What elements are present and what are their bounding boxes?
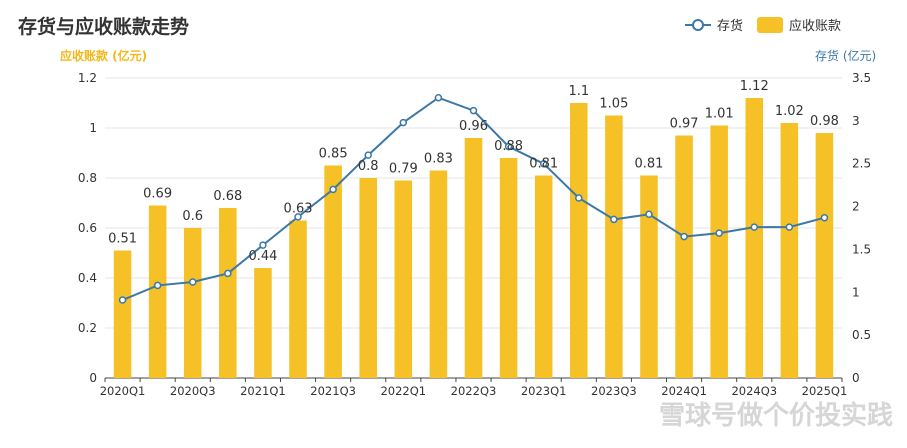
bar-data-label: 0.68	[213, 189, 242, 204]
bar-receivables	[570, 103, 588, 378]
point-inventory	[539, 159, 548, 168]
point-inventory	[610, 215, 618, 224]
x-tick-label: 2020Q1	[100, 384, 146, 398]
bar-receivables	[289, 220, 307, 378]
bar-data-label: 0.63	[284, 202, 313, 217]
x-tick-label: 2021Q3	[310, 384, 356, 398]
y-right-tick-label: 0.5	[852, 328, 871, 342]
x-tick-label: 2025Q1	[802, 384, 848, 398]
bar-data-label: 0.79	[389, 162, 418, 177]
x-tick-label: 2024Q1	[661, 384, 707, 398]
bar-receivables	[534, 175, 553, 378]
bar-data-label: 0.85	[319, 147, 348, 162]
bar-data-label: 0.98	[810, 114, 839, 129]
y-left-axis-label: 应收账款 (亿元)	[60, 48, 147, 63]
y-right-tick-label: 2.5	[852, 157, 871, 171]
watermark: 雪球号做个价投实践	[658, 401, 893, 431]
bar-data-label: 0.88	[494, 139, 523, 154]
bar-data-label: 0.69	[143, 187, 172, 202]
point-inventory	[259, 241, 267, 249]
x-tick-label: 2021Q1	[240, 384, 286, 398]
bar-receivables	[640, 175, 658, 378]
bar-receivables	[780, 123, 799, 378]
bar-data-label: 1.05	[599, 97, 628, 112]
bar-data-label: 0.81	[529, 157, 558, 172]
bar-receivables	[675, 135, 693, 378]
y-left-tick-label: 0	[89, 371, 97, 385]
y-right-tick-label: 2	[852, 200, 860, 214]
point-inventory	[715, 229, 723, 237]
bar-data-label: 0.8	[358, 159, 379, 174]
bar-receivables	[499, 158, 518, 378]
point-inventory	[469, 106, 478, 115]
bar-receivables	[710, 125, 728, 378]
point-inventory	[399, 118, 408, 127]
x-tick-label: 2022Q1	[380, 384, 426, 398]
y-right-axis-label: 存货 (亿元)	[815, 48, 876, 63]
bar-receivables	[148, 205, 167, 378]
y-left-tick-label: 0.4	[78, 271, 97, 285]
bar-receivables	[113, 250, 132, 378]
point-inventory	[820, 213, 829, 222]
bar-data-label: 0.6	[182, 209, 203, 224]
y-right-tick-label: 1.5	[852, 242, 871, 256]
bar-receivables	[219, 208, 237, 378]
point-inventory	[224, 269, 232, 278]
x-tick-label: 2023Q1	[521, 384, 567, 398]
bar-data-label: 1.02	[775, 104, 804, 119]
bar-receivables	[815, 133, 834, 378]
point-inventory	[329, 185, 337, 194]
point-inventory	[575, 194, 583, 202]
legend-line-marker	[692, 19, 704, 31]
point-inventory	[645, 210, 653, 219]
y-right-tick-label: 0	[852, 371, 860, 385]
y-left-tick-label: 0.2	[78, 321, 97, 335]
bar-receivables	[183, 228, 202, 378]
y-left-tick-label: 1.2	[78, 71, 97, 85]
point-inventory	[680, 232, 688, 241]
bar-data-label: 1.12	[740, 79, 769, 94]
y-right-tick-label: 1	[852, 285, 860, 299]
bar-receivables	[429, 170, 448, 378]
point-inventory	[294, 213, 302, 221]
point-inventory	[153, 281, 162, 290]
bar-receivables	[324, 165, 342, 378]
y-right-tick-label: 3	[852, 114, 860, 128]
point-inventory	[434, 93, 443, 102]
point-inventory	[504, 142, 513, 151]
y-left-tick-label: 0.6	[78, 221, 97, 235]
bar-receivables	[394, 180, 413, 378]
bar-receivables	[254, 268, 272, 378]
bar-receivables	[605, 115, 623, 378]
y-left-tick-label: 0.8	[78, 171, 97, 185]
y-right-tick-label: 3.5	[852, 71, 871, 85]
legend-label-receivables: 应收账款	[789, 18, 841, 34]
point-inventory	[364, 151, 372, 159]
legend-bar-swatch	[757, 17, 783, 33]
bar-data-label: 0.44	[248, 249, 277, 264]
bar-data-label: 0.97	[670, 117, 699, 132]
bar-receivables	[464, 138, 483, 378]
chart-title: 存货与应收账款走势	[18, 16, 190, 38]
point-inventory	[118, 296, 127, 304]
x-tick-label: 2024Q3	[731, 384, 777, 398]
bar-data-label: 0.81	[634, 157, 663, 172]
point-inventory	[188, 278, 197, 286]
x-tick-label: 2020Q3	[170, 384, 216, 398]
point-inventory	[785, 223, 794, 231]
x-tick-label: 2022Q3	[451, 384, 497, 398]
point-inventory	[750, 223, 759, 231]
y-left-tick-label: 1	[89, 121, 97, 135]
legend-label-inventory: 存货	[717, 18, 743, 34]
bar-data-label: 1.1	[568, 84, 589, 99]
bar-data-label: 0.96	[459, 119, 488, 134]
bar-data-label: 0.83	[424, 152, 453, 167]
bar-data-label: 0.51	[108, 232, 137, 247]
bar-data-label: 1.01	[705, 107, 734, 122]
x-tick-label: 2023Q3	[591, 384, 637, 398]
bar-receivables	[359, 178, 377, 378]
bar-receivables	[745, 98, 764, 378]
